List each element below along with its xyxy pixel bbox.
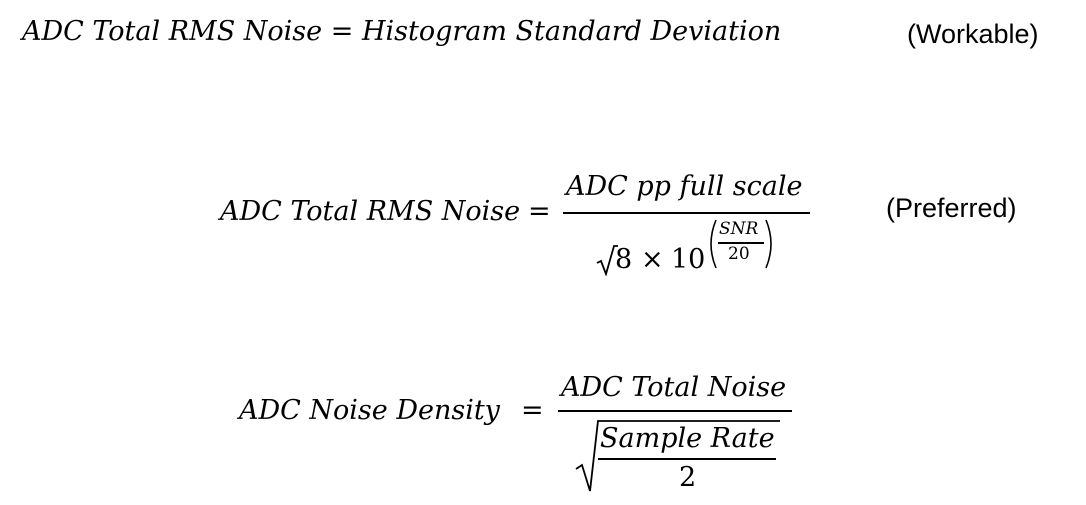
eq1-rhs: Histogram Standard Deviation (361, 16, 782, 47)
eq2-exp-fraction-bar (718, 242, 764, 244)
workable-note: (Workable) (907, 19, 1039, 49)
eq2-lhs: ADC Total RMS Noise (220, 196, 521, 227)
eq2-numerator: ADC pp full scale (566, 171, 803, 202)
eq3-inner-fraction-bar (598, 458, 776, 460)
eq3-sqrt-radical-icon (575, 420, 780, 492)
eq2-times-sign: × (641, 244, 664, 275)
eq3-numerator: ADC Total Noise (561, 372, 787, 403)
eq1-lhs: ADC Total RMS Noise (22, 16, 323, 47)
eq1-equals-sign: = (330, 16, 354, 47)
eq2-sqrt-radical-icon (596, 245, 618, 276)
eq3-inner-denominator: 2 (679, 462, 697, 493)
eq3-inner-numerator: Sample Rate (600, 423, 775, 454)
eq3-lhs: ADC Noise Density (239, 395, 500, 426)
eq3-equals-sign: = (521, 395, 544, 426)
preferred-note: (Preferred) (886, 193, 1017, 223)
eq2-base: 10 (671, 244, 706, 275)
eq2-exp-numerator: SNR (719, 219, 759, 239)
eq2-sqrt-argument: 8 (615, 244, 633, 275)
eq2-equals-sign: = (528, 196, 551, 227)
eq2-fraction-bar (563, 212, 810, 214)
eq2-exp-denominator: 20 (728, 244, 750, 264)
equation-workable: ADC Total RMS Noise = Histogram Standard… (22, 16, 781, 47)
eq3-fraction-bar (558, 410, 792, 412)
eq2-exponent-parentheses-icon (710, 219, 772, 269)
